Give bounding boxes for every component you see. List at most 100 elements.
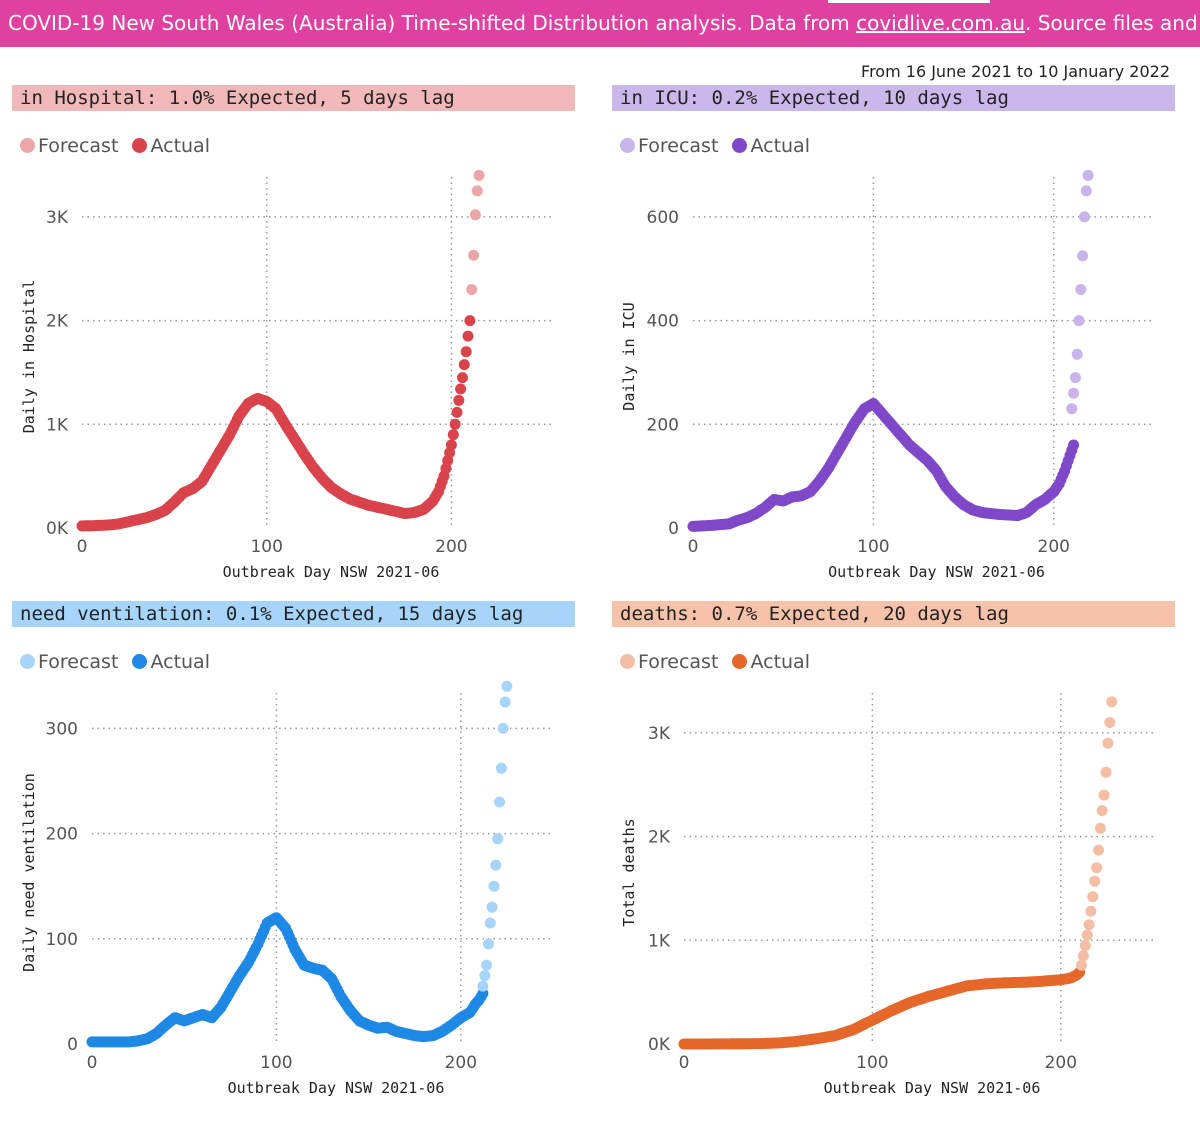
y-tick-label: 0 [67, 1035, 78, 1055]
banner-tab-indicator [828, 0, 990, 3]
actual-point [453, 394, 465, 406]
y-axis-label: Total deaths [620, 818, 638, 926]
x-tick-label: 100 [857, 537, 889, 557]
forecast-legend-dot-icon [620, 138, 635, 153]
x-tick-label: 0 [679, 1053, 690, 1073]
x-axis-label: Outbreak Day NSW 2021-06 [228, 1079, 445, 1097]
forecast-point [486, 901, 498, 913]
forecast-point [1091, 862, 1103, 874]
x-tick-label: 100 [250, 537, 282, 557]
forecast-point [1082, 169, 1094, 181]
legend-actual-label: Actual [750, 651, 810, 673]
legend-actual-label: Actual [750, 135, 810, 157]
forecast-point [469, 209, 481, 221]
y-axis-label: Daily in Hospital [20, 280, 38, 434]
forecast-point [1100, 766, 1112, 778]
forecast-point [1094, 822, 1106, 834]
x-tick-label: 100 [260, 1053, 292, 1073]
y-tick-label: 2K [46, 312, 69, 332]
hospital-chart-plot: 0K 1K 2K 3K 0 100 200 Outbreak Day NSW 2021-06 D… [20, 169, 553, 581]
y-axis-label: Daily need ventilation [20, 773, 38, 972]
forecast-point [1080, 185, 1092, 197]
ventilation-chart-panel: need ventilation: 0.1% Expected, 15 days… [0, 581, 600, 1101]
hospital-chart-panel: in Hospital: 1.0% Expected, 5 days lag F… [0, 65, 600, 585]
forecast-point [495, 762, 507, 774]
forecast-point [1069, 372, 1081, 384]
forecast-point [497, 722, 509, 734]
icu-chart-panel: in ICU: 0.2% Expected, 10 days lag Forec… [600, 65, 1200, 585]
forecast-point [483, 938, 494, 950]
actual-point [1068, 439, 1080, 451]
forecast-point [1096, 805, 1108, 817]
actual-point [451, 406, 463, 418]
forecast-point [473, 169, 485, 181]
actual-point [449, 418, 461, 430]
x-tick-label: 200 [1038, 537, 1070, 557]
y-tick-label: 3K [46, 208, 69, 228]
forecast-legend-dot-icon [20, 138, 35, 153]
y-tick-label: 1K [648, 931, 671, 951]
icu-chart-plot: 0 200 400 600 0 100 200 Outbreak Day NSW 2021-0… [620, 169, 1153, 581]
y-tick-label: 300 [46, 719, 78, 739]
x-tick-label: 200 [1045, 1053, 1077, 1073]
actual-point [455, 383, 467, 395]
x-tick-label: 0 [87, 1053, 98, 1073]
x-axis-label: Outbreak Day NSW 2021-06 [824, 1079, 1041, 1097]
forecast-point [488, 880, 500, 892]
forecast-point [1066, 403, 1078, 415]
x-tick-label: 100 [856, 1053, 888, 1073]
chart-legend: Forecast Actual [20, 651, 218, 673]
legend-forecast-label: Forecast [38, 135, 119, 157]
y-tick-label: 2K [648, 828, 671, 848]
forecast-point [1075, 284, 1087, 295]
actual-point [457, 372, 468, 384]
forecast-legend-dot-icon [20, 654, 35, 669]
forecast-point [492, 833, 504, 845]
banner-text: COVID-19 New South Wales (Australia) Tim… [8, 11, 857, 35]
y-tick-label: 0 [668, 519, 679, 539]
actual-point [458, 359, 470, 371]
forecast-point [1098, 789, 1110, 801]
forecast-point [1104, 717, 1116, 728]
forecast-point [1085, 905, 1097, 917]
y-axis-label: Daily in ICU [620, 302, 638, 410]
legend-actual-label: Actual [150, 135, 210, 157]
source-link[interactable]: covidlive.com.au [856, 11, 1026, 35]
chart-legend: Forecast Actual [620, 135, 818, 157]
x-tick-label: 0 [77, 537, 88, 557]
forecast-point [1079, 940, 1091, 951]
forecast-point [1073, 315, 1085, 327]
y-tick-label: 0K [46, 519, 69, 539]
forecast-point [501, 680, 513, 692]
actual-point [445, 439, 457, 451]
chart-title: in Hospital: 1.0% Expected, 5 days lag [12, 85, 575, 111]
chart-title: in ICU: 0.2% Expected, 10 days lag [612, 85, 1175, 111]
actual-legend-dot-icon [732, 138, 748, 153]
forecast-point [481, 959, 493, 971]
banner-text-tail: . Source files and more info on github [1025, 11, 1200, 35]
forecast-point [499, 696, 511, 708]
forecast-point [1106, 696, 1118, 708]
x-tick-label: 200 [445, 1053, 477, 1073]
actual-point [464, 315, 476, 327]
forecast-point [1102, 737, 1114, 749]
legend-forecast-label: Forecast [638, 651, 719, 673]
actual-legend-dot-icon [732, 654, 748, 669]
forecast-point [1083, 919, 1095, 931]
y-tick-label: 400 [647, 312, 679, 332]
y-tick-label: 600 [647, 208, 679, 228]
actual-point [447, 429, 459, 441]
forecast-point [1081, 929, 1093, 941]
y-tick-label: 3K [648, 724, 671, 744]
forecast-point [490, 859, 502, 871]
y-tick-label: 0K [648, 1035, 671, 1055]
x-tick-label: 0 [688, 537, 699, 557]
forecast-point [479, 970, 491, 982]
actual-legend-dot-icon [132, 138, 148, 153]
forecast-legend-dot-icon [620, 654, 635, 669]
forecast-point [468, 249, 480, 261]
date-range-label: From 16 June 2021 to 10 January 2022 [861, 62, 1170, 81]
x-axis-label: Outbreak Day NSW 2021-06 [223, 563, 440, 581]
x-axis-label: Outbreak Day NSW 2021-06 [828, 563, 1045, 581]
